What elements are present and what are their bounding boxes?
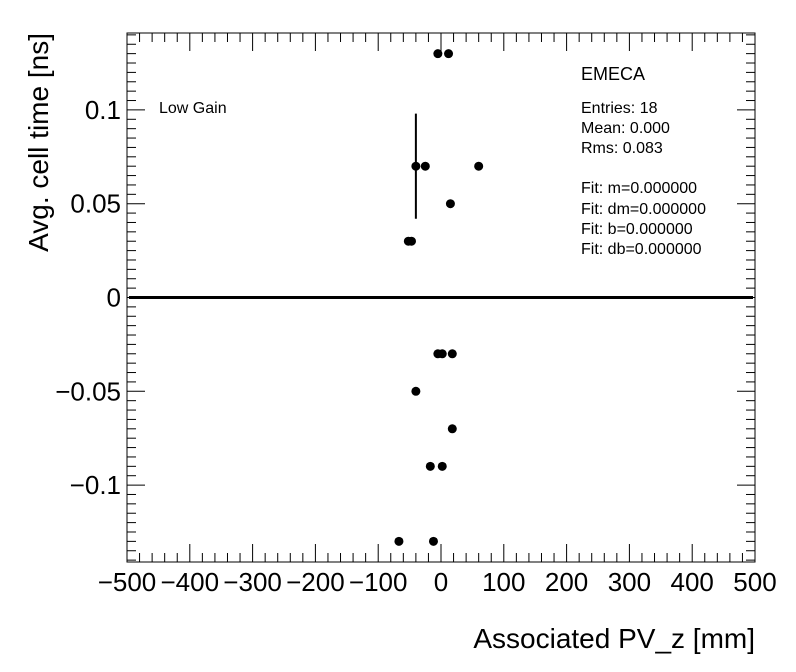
- data-point: [437, 349, 447, 359]
- data-point: [411, 386, 421, 396]
- x-tick-label: −300: [223, 567, 282, 597]
- x-tick-label: 200: [545, 567, 588, 597]
- data-point: [437, 461, 447, 471]
- data-point: [406, 236, 416, 246]
- x-tick-label: 500: [733, 567, 776, 597]
- y-axis-label: Avg. cell time [ns]: [23, 33, 54, 252]
- data-point: [428, 536, 438, 546]
- x-tick-label: 400: [671, 567, 714, 597]
- stats-line-entries: Entries: 18: [581, 100, 658, 117]
- x-tick-label: −200: [286, 567, 345, 597]
- x-tick-label: −100: [349, 567, 408, 597]
- stats-title: EMECA: [581, 64, 645, 84]
- data-point: [474, 161, 484, 171]
- x-tick-label: −500: [98, 567, 157, 597]
- stats-line-fit-db: Fit: db=0.000000: [581, 241, 702, 258]
- data-point: [433, 49, 443, 59]
- y-tick-labels: −0.1 −0.05 0 0.05 0.1: [55, 95, 121, 500]
- data-point: [444, 49, 454, 59]
- x-tick-labels: −500 −400 −300 −200 −100 0 100 200 300 400 500: [98, 567, 777, 597]
- stats-line-fit-b: Fit: b=0.000000: [581, 221, 693, 238]
- data-point: [445, 199, 455, 209]
- data-point: [420, 161, 430, 171]
- y-tick-label: −0.05: [55, 376, 121, 406]
- x-tick-label: −400: [161, 567, 220, 597]
- stats-line-mean: Mean: 0.000: [581, 120, 670, 137]
- x-tick-label: 0: [434, 567, 448, 597]
- y-tick-label: −0.1: [70, 470, 121, 500]
- data-points: [394, 49, 484, 546]
- y-tick-label: 0: [107, 283, 121, 313]
- data-point: [394, 536, 404, 546]
- x-axis-label: Associated PV_z [mm]: [473, 623, 755, 654]
- annotation-low-gain: Low Gain: [159, 100, 227, 117]
- stats-line-fit-m: Fit: m=0.000000: [581, 180, 697, 197]
- stats-line-fit-dm: Fit: dm=0.000000: [581, 201, 706, 218]
- stats-line-rms: Rms: 0.083: [581, 140, 663, 157]
- data-point: [447, 349, 457, 359]
- data-point: [411, 161, 421, 171]
- data-point: [447, 424, 457, 434]
- axis-ticks: [126, 33, 756, 562]
- y-tick-label: 0.05: [70, 189, 121, 219]
- y-tick-label: 0.1: [85, 95, 121, 125]
- data-point: [425, 461, 435, 471]
- x-tick-label: 300: [608, 567, 651, 597]
- x-tick-label: 100: [482, 567, 525, 597]
